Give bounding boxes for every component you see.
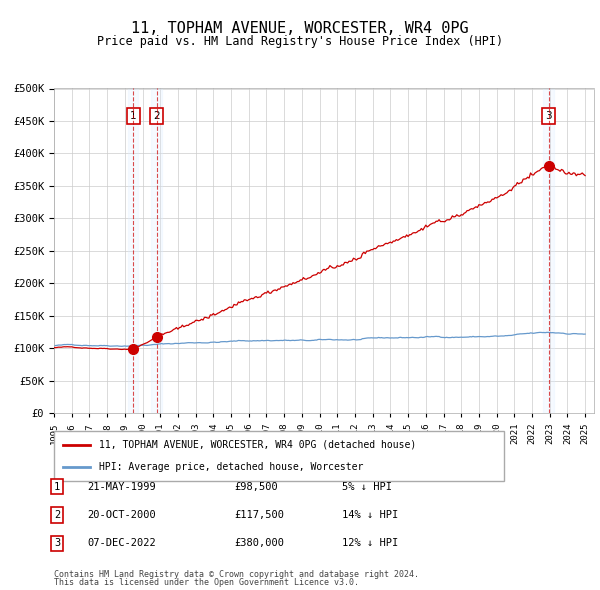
Text: HPI: Average price, detached house, Worcester: HPI: Average price, detached house, Worc…	[99, 462, 364, 472]
Text: 12% ↓ HPI: 12% ↓ HPI	[342, 539, 398, 548]
Text: 1: 1	[130, 111, 136, 121]
Bar	[543, 88, 554, 413]
Text: 1: 1	[54, 482, 60, 491]
Text: 20-OCT-2000: 20-OCT-2000	[87, 510, 156, 520]
Text: 3: 3	[545, 111, 552, 121]
Bar	[128, 88, 139, 413]
Text: £98,500: £98,500	[234, 482, 278, 491]
Text: 14% ↓ HPI: 14% ↓ HPI	[342, 510, 398, 520]
Text: Contains HM Land Registry data © Crown copyright and database right 2024.: Contains HM Land Registry data © Crown c…	[54, 571, 419, 579]
Text: This data is licensed under the Open Government Licence v3.0.: This data is licensed under the Open Gov…	[54, 578, 359, 587]
Text: 2: 2	[54, 510, 60, 520]
Text: £380,000: £380,000	[234, 539, 284, 548]
FancyBboxPatch shape	[54, 431, 504, 481]
Text: £117,500: £117,500	[234, 510, 284, 520]
Text: 3: 3	[54, 539, 60, 548]
Text: 11, TOPHAM AVENUE, WORCESTER, WR4 0PG: 11, TOPHAM AVENUE, WORCESTER, WR4 0PG	[131, 21, 469, 35]
Text: 07-DEC-2022: 07-DEC-2022	[87, 539, 156, 548]
Text: 2: 2	[154, 111, 160, 121]
Bar	[151, 88, 162, 413]
Text: 21-MAY-1999: 21-MAY-1999	[87, 482, 156, 491]
Text: 5% ↓ HPI: 5% ↓ HPI	[342, 482, 392, 491]
Text: 11, TOPHAM AVENUE, WORCESTER, WR4 0PG (detached house): 11, TOPHAM AVENUE, WORCESTER, WR4 0PG (d…	[99, 440, 416, 450]
Text: Price paid vs. HM Land Registry's House Price Index (HPI): Price paid vs. HM Land Registry's House …	[97, 35, 503, 48]
